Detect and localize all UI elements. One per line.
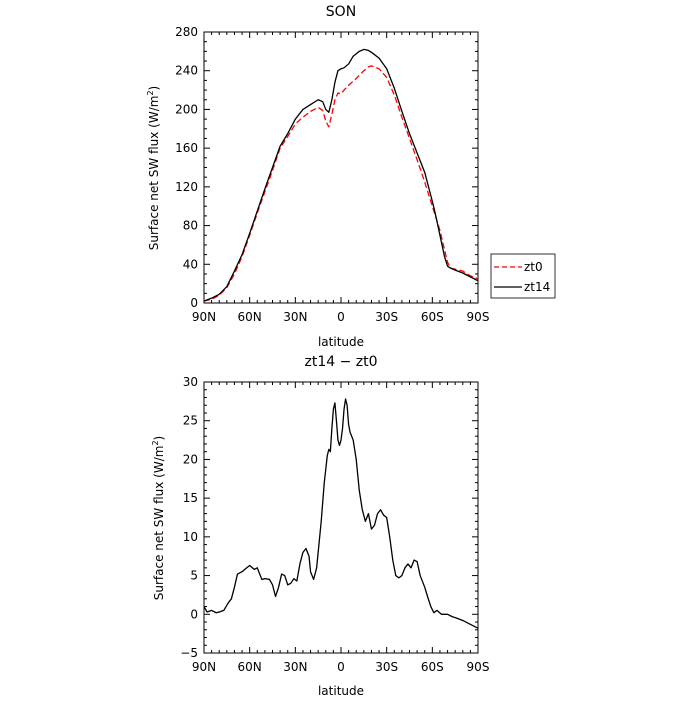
panel-diff-xlabel: latitude — [318, 684, 364, 698]
panel-diff: zt14 − zt0 90N 60N 30N 0 30S 60S 90S −5 0 5 10 15 20… — [151, 354, 489, 698]
panel-son-ylabel-sup: 2 — [146, 90, 155, 95]
panel-diff-title: zt14 − zt0 — [304, 354, 377, 370]
panel-diff-ylabel-tail: ) — [152, 436, 166, 441]
panel-son-xtick-label: 0 — [337, 310, 345, 324]
panel-son-ytick-label: 40 — [183, 257, 198, 271]
panel-diff-ticks: 90N 60N 30N 0 30S 60S 90S −5 0 5 10 15 20 25 30 — [180, 375, 489, 674]
legend-label-zt0: zt0 — [524, 260, 543, 274]
panel-son-ytick-label: 80 — [183, 219, 198, 233]
legend-label-zt14: zt14 — [524, 280, 550, 294]
panel-diff-ytick-label: 5 — [190, 569, 198, 583]
panel-son: SON 90N 60N 30N 0 30S 60S 90S 0 40 80 120 160 200 240… — [146, 4, 556, 349]
panel-son-series-zt14 — [203, 48, 479, 302]
panel-son-frame — [203, 31, 479, 304]
panel-diff-xtick-label: 90S — [467, 660, 490, 674]
panel-diff-frame — [203, 381, 479, 654]
panel-son-ytick-label: 160 — [175, 141, 198, 155]
panel-son-ylabel-main: Surface net SW flux (W/m — [147, 96, 161, 251]
panel-son-xlabel: latitude — [318, 335, 364, 349]
panel-son-ytick-label: 280 — [175, 25, 198, 39]
panel-son-ytick-label: 200 — [175, 102, 198, 116]
panel-son-xtick-label: 90S — [467, 310, 490, 324]
panel-son-ytick-label: 0 — [190, 296, 198, 310]
panel-diff-ytick-label: 15 — [183, 491, 198, 505]
panel-diff-ylabel: Surface net SW flux (W/m2) — [151, 436, 166, 600]
panel-diff-xtick-label: 60S — [421, 660, 444, 674]
panel-diff-lines — [203, 398, 479, 629]
panel-diff-xtick-label: 60N — [238, 660, 262, 674]
panel-son-ticks: 90N 60N 30N 0 30S 60S 90S 0 40 80 120 160 200 240 280 — [175, 25, 489, 324]
panel-diff-xtick-label: 30S — [375, 660, 398, 674]
panel-diff-xtick-label: 30N — [283, 660, 307, 674]
panel-son-xtick-label: 60N — [238, 310, 262, 324]
panel-son-ytick-label: 240 — [175, 64, 198, 78]
panel-son-ylabel-tail: ) — [147, 86, 161, 91]
panel-son-xtick-label: 60S — [421, 310, 444, 324]
panel-diff-series-line0 — [203, 398, 479, 629]
panel-diff-ylabel-sup: 2 — [151, 440, 160, 445]
panel-diff-ytick-label: 20 — [183, 452, 198, 466]
panel-diff-ytick-label: 0 — [190, 607, 198, 621]
panel-diff-ytick-label: 25 — [183, 414, 198, 428]
panel-son-lines — [203, 48, 479, 302]
panel-son-xtick-label: 30N — [283, 310, 307, 324]
panel-diff-ytick-label: −5 — [180, 646, 198, 660]
panel-son-xtick-label: 90N — [192, 310, 216, 324]
legend-box — [490, 253, 556, 299]
panel-son-title: SON — [326, 4, 356, 20]
panel-diff-xtick-label: 0 — [337, 660, 345, 674]
panel-diff-ytick-label: 30 — [183, 375, 198, 389]
panel-diff-ytick-label: 10 — [183, 530, 198, 544]
panel-diff-xtick-label: 90N — [192, 660, 216, 674]
panel-son-xtick-label: 30S — [375, 310, 398, 324]
legend: zt0 zt14 — [490, 253, 556, 299]
panel-son-ytick-label: 120 — [175, 180, 198, 194]
panel-son-ylabel: Surface net SW flux (W/m2) — [146, 86, 161, 250]
panel-son-series-zt0 — [203, 65, 479, 302]
panel-diff-ylabel-main: Surface net SW flux (W/m — [152, 446, 166, 601]
